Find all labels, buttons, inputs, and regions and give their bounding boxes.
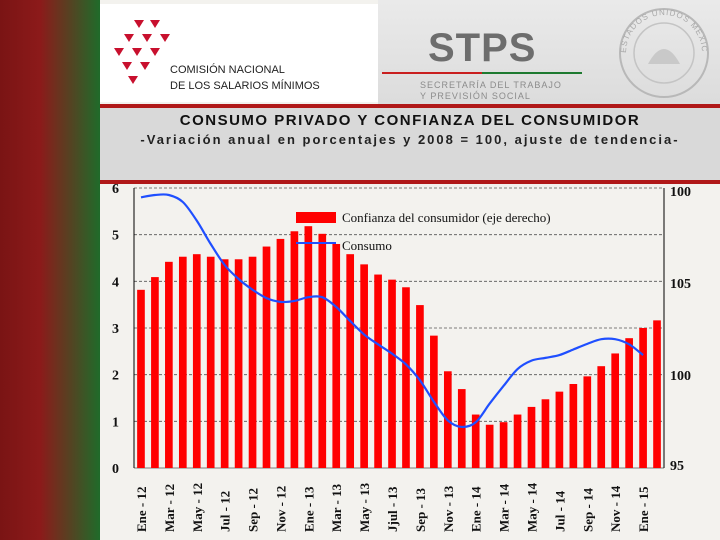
y-left-tick-label: 0 xyxy=(112,462,119,477)
left-decorative-band xyxy=(0,0,100,540)
x-tick-label: Mar - 12 xyxy=(162,484,177,532)
conasami-header: COMISIÓN NACIONAL DE LOS SALARIOS MÍNIMO… xyxy=(100,4,378,102)
y-left-tick-label: 1 xyxy=(112,415,119,430)
x-tick-label: Nov - 12 xyxy=(273,486,288,532)
y-right-tick-label: 100 xyxy=(670,185,691,200)
x-tick-label: Mar - 13 xyxy=(329,483,344,532)
bar-Sep-14 xyxy=(583,376,592,468)
y-right-tick-label: 95 xyxy=(670,459,684,474)
x-tick-label: Nov - 13 xyxy=(441,485,456,532)
x-tick-label: Sep - 13 xyxy=(413,487,428,532)
bar-Nov-12 xyxy=(276,238,285,468)
bar-Ago-14 xyxy=(569,384,578,468)
bar-Abr-14 xyxy=(513,414,522,468)
chart-axes: 0 1 2 3 4 5 6 95 100 105 100 Ene - 12 Mar - 12 May - … xyxy=(112,182,691,532)
legend-bar-label: Confianza del consumidor (eje derecho) xyxy=(342,210,551,225)
stps-subtitle-line2: Y PREVISIÓN SOCIAL xyxy=(420,91,531,101)
x-tick-label: May - 12 xyxy=(190,483,205,532)
consumo-line xyxy=(140,193,644,429)
national-seal-icon: ESTADOS UNIDOS MEXICANOS xyxy=(612,4,709,98)
bar-Mar-13 xyxy=(332,244,341,468)
bar-Nov-14 xyxy=(611,353,620,468)
stps-subtitle-line1: SECRETARÍA DEL TRABAJO xyxy=(420,80,562,90)
legend-line-label: Consumo xyxy=(342,238,392,253)
bar-Feb-13 xyxy=(318,233,327,468)
bar-Ago-13 xyxy=(402,287,410,468)
bar-Jul-14 xyxy=(555,391,564,468)
stps-subtitle: SECRETARÍA DEL TRABAJO Y PREVISIÓN SOCIA… xyxy=(420,80,562,102)
x-tick-label: May - 13 xyxy=(357,482,372,532)
bar-Jun-14 xyxy=(541,399,550,468)
chart-title: CONSUMO PRIVADO Y CONFIANZA DEL CONSUMID… xyxy=(179,112,641,129)
confianza-bars xyxy=(137,226,661,468)
y-left-tick-label: 3 xyxy=(112,322,119,337)
x-tick-label: Mar - 14 xyxy=(497,483,512,532)
conasami-logo-icon xyxy=(114,20,170,84)
x-tick-label: Sep - 12 xyxy=(246,488,261,532)
x-tick-label: Nov - 14 xyxy=(608,485,623,532)
bar-Abr-12 xyxy=(178,256,187,468)
y-left-tick-label: 5 xyxy=(112,229,119,244)
bar-Dic-13 xyxy=(457,389,466,468)
legend-bar-swatch xyxy=(296,212,336,223)
bar-Dic-14 xyxy=(625,338,633,468)
bar-May-12 xyxy=(192,254,201,468)
y-left-tick-label: 2 xyxy=(112,369,119,384)
chart-subtitle: -Variación anual en porcentajes y 2008 =… xyxy=(140,132,680,147)
x-tick-label: Ene - 14 xyxy=(469,486,484,532)
bar-Jun-12 xyxy=(206,256,215,468)
bar-Jjul-13 xyxy=(388,279,396,468)
chart-legend: Confianza del consumidor (eje derecho) Co… xyxy=(296,210,551,253)
bar-May-13 xyxy=(360,264,368,468)
x-tick-label: Jjul - 13 xyxy=(385,486,400,532)
bar-Dic-12 xyxy=(290,231,299,468)
bar-Ene-15 xyxy=(639,328,647,468)
bar-Mar-14 xyxy=(499,422,508,468)
y-right-tick-label: 100 xyxy=(670,369,691,384)
stps-logo-text: STPS xyxy=(428,26,537,70)
x-tick-label: Sep - 14 xyxy=(580,487,595,532)
y-left-tick-label: 6 xyxy=(112,182,119,197)
stps-divider xyxy=(382,72,582,74)
bar-Oct-12 xyxy=(262,246,271,468)
bar-Oct-14 xyxy=(597,366,606,468)
bar-Abr-13 xyxy=(346,254,355,468)
bar-Mar-12 xyxy=(165,261,173,468)
bar-Feb-15 xyxy=(653,320,661,468)
bar-Ene-12 xyxy=(137,289,145,468)
bar-Sep-12 xyxy=(248,256,257,468)
bar-Feb-14 xyxy=(485,424,494,468)
org-name-line2: DE LOS SALARIOS MÍNIMOS xyxy=(170,80,320,92)
bar-Ago-12 xyxy=(234,259,243,468)
bar-Jun-13 xyxy=(374,274,382,468)
y-left-tick-label: 4 xyxy=(112,275,119,290)
bar-May-14 xyxy=(527,406,536,468)
bar-Jul-12 xyxy=(220,259,229,468)
bar-Ene-14 xyxy=(471,414,480,468)
bar-Feb-12 xyxy=(151,277,159,468)
bar-Sep-13 xyxy=(416,305,424,468)
x-tick-label: Ene - 15 xyxy=(636,486,651,532)
x-tick-label: Jul - 12 xyxy=(218,491,233,532)
x-tick-label: May - 14 xyxy=(525,482,540,532)
org-name-line1: COMISIÓN NACIONAL xyxy=(170,64,285,76)
x-tick-label: Ene - 12 xyxy=(134,487,149,533)
x-tick-label: Ene - 13 xyxy=(301,486,316,532)
bar-Ene-13 xyxy=(304,226,313,468)
x-tick-label: Jul - 14 xyxy=(552,490,567,532)
chart-title-box: CONSUMO PRIVADO Y CONFIANZA DEL CONSUMID… xyxy=(100,104,720,184)
y-right-tick-label: 105 xyxy=(670,277,691,292)
org-name: COMISIÓN NACIONAL DE LOS SALARIOS MÍNIMO… xyxy=(170,62,320,94)
